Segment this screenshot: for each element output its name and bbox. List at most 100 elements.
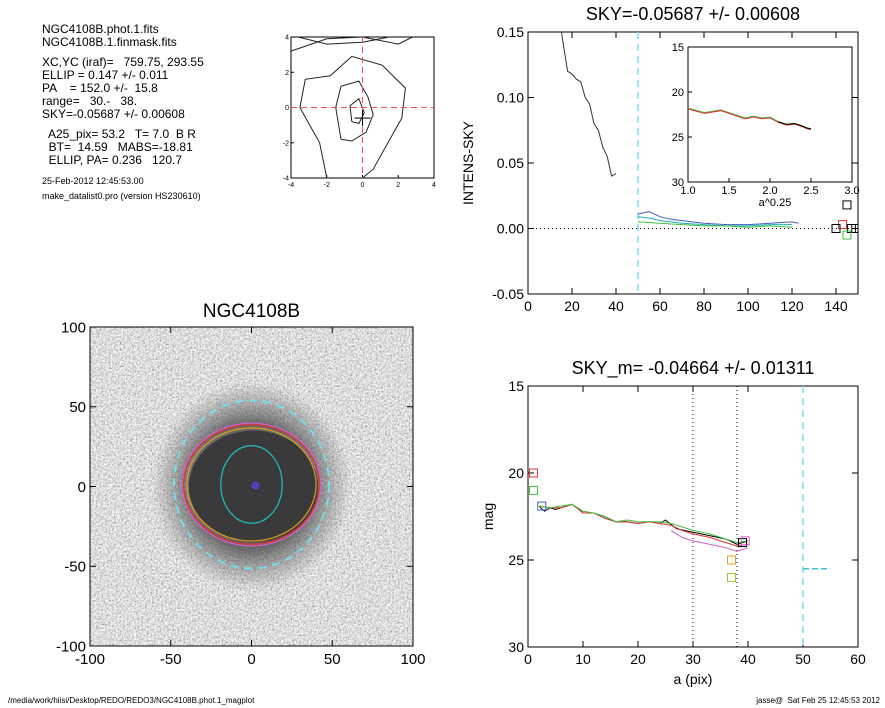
contour-ytick-label: -2 [283,140,289,147]
bt-line: BT= 14.59 MABS=-18.81 [42,140,193,154]
maskfile-line: NGC4108B.1.finmask.fits [42,35,177,49]
inset-ytick-label: 30 [672,177,684,189]
ellip-line: ELLIP = 0.147 +/- 0.011 [42,68,169,82]
inset-xtick-label: 2.5 [803,185,818,197]
magnitude-profile-plot: SKY_m= -0.04664 +/- 0.01311 mag a (pix) 0 10… [480,358,866,687]
contour-ytick-label: -4 [283,176,289,183]
magnitude-box-marker [740,536,750,546]
sky-box-marker [831,224,841,233]
inset-xtick-label: 1.5 [721,185,736,197]
inset-xlabel: a^0.25 [759,197,792,209]
magnitude-profile-line [538,503,749,544]
mag-xtick-label: 0 [524,651,532,667]
mag-ytick-label: 20 [508,465,524,481]
isophote-ellipse [173,399,330,570]
ellip-pa-line: ELLIP, PA= 0.236 120.7 [42,153,182,167]
info-block: NGC4108B.phot.1.fits NGC4108B.1.finmask.… [42,23,282,204]
intensity-profile-line [560,32,617,177]
galaxy-xtick-label: 100 [400,651,425,668]
contour-line [349,97,365,124]
inset-xtick-label: 3.0 [844,185,859,197]
mag-xtick-label: 30 [685,651,701,667]
contour-xtick-label: 0 [361,182,365,189]
inset-ytick-label: 15 [672,42,684,54]
footer-user: jasse@ Sat Feb 25 12:45:53 2012 [756,696,880,705]
contour-line [297,36,390,45]
intens-ytick-label: 0.10 [497,89,524,105]
galaxy-nucleus [251,481,260,490]
inset-xtick-label: 2.0 [762,185,777,197]
sky-box-marker [851,224,858,233]
galaxy-ytick-label: -50 [64,559,86,576]
center-line: XC,YC (iraf)= 759.75, 293.55 [42,55,204,69]
mag-xtick-label: 50 [795,651,811,667]
filename-line: NGC4108B.phot.1.fits [42,22,159,36]
plot-frame [527,385,859,648]
contour-plot: -4 -2 0 2 4 4 2 0 -2 -4 [283,35,436,190]
intens-ylabel: INTENS-SKY [460,120,476,205]
sky-box-marker [842,200,852,210]
galaxy-xtick-label: 0 [247,651,255,668]
intens-xtick-label: 140 [824,298,848,314]
outer-profile-line [637,221,793,228]
magnitude-profile-line [538,503,749,545]
intens-xtick-label: 20 [564,298,580,314]
galaxy-ytick-label: 50 [69,399,86,416]
isophote-ellipse [220,445,283,524]
contour-line [290,36,413,52]
a25-line: A25_pix= 53.2 T= 7.0 B R [42,127,196,141]
sky-line: SKY=-0.05687 +/- 0.00608 [42,107,185,121]
isophote-ellipse [183,424,320,545]
intens-ytick-label: 0.00 [497,220,524,236]
mag-ytick-label: 25 [508,552,524,568]
mag-xlabel: a (pix) [674,671,713,687]
mag-ylabel: mag [480,503,496,530]
intens-ytick-label: -0.05 [492,286,524,302]
pa-line: PA = 152.0 +/- 15.8 [42,81,158,95]
contour-line [335,80,374,142]
intensity-profile-plot: SKY=-0.05687 +/- 0.00608 INTENS-SKY 0 20 40 6… [460,4,860,314]
mag-xtick-label: 10 [575,651,591,667]
galaxy-image-plot: NGC4108B -100 -50 0 50 100 100 50 0 -50 -100 [56,301,426,668]
mag-ytick-label: 15 [508,378,524,394]
program-line: make_datalist0.pro (version HS230610) [42,191,201,201]
mag-xtick-label: 40 [740,651,756,667]
contour-xtick-label: -2 [324,182,330,189]
magnitude-profile-line [670,529,749,552]
magnitude-box-marker [727,572,736,582]
outer-profile-line [637,216,792,227]
mag-xtick-label: 20 [630,651,646,667]
footer-path: /media/work/hiisi/Desktop/REDO/REDO3/NGC… [8,696,255,705]
intens-ytick-label: 0.05 [497,155,524,171]
magnitude-box-marker [537,501,547,511]
galaxy-xtick-label: -100 [75,651,105,668]
magnitude-box-marker [529,485,538,495]
contour-xtick-label: 2 [396,182,400,189]
magnitude-box-marker [727,555,736,565]
intens-xtick-label: 120 [780,298,804,314]
magnitude-box-marker [738,538,747,548]
sky-box-marker [842,230,852,240]
contour-xtick-label: -4 [288,182,294,189]
intens-xtick-label: 60 [652,298,668,314]
intens-xtick-label: 100 [736,298,760,314]
isophote-ellipse [186,427,317,542]
galaxy-xtick-label: -50 [160,651,182,668]
galaxy-ytick-label: 100 [61,319,86,336]
galaxy-ytick-label: -100 [56,638,86,655]
magnitude-box-marker [529,468,538,478]
galaxy-xtick-label: 50 [324,651,341,668]
inset-ytick-label: 20 [672,87,684,99]
intens-title: SKY=-0.05687 +/- 0.00608 [586,4,800,24]
contour-xtick-label: 4 [432,182,436,189]
date-line: 25-Feb-2012 12:45:53.00 [42,176,144,186]
isophote-ellipse [181,422,322,547]
mag-ytick-label: 30 [508,639,524,655]
intens-xtick-label: 80 [696,298,712,314]
outer-profile-line [637,210,799,226]
inset-xtick-label: 1.0 [680,185,695,197]
inset-ytick-label: 25 [672,132,684,144]
range-line: range= 30.- 38. [42,94,138,108]
intens-xtick-label: 40 [608,298,624,314]
contour-line [299,55,406,179]
